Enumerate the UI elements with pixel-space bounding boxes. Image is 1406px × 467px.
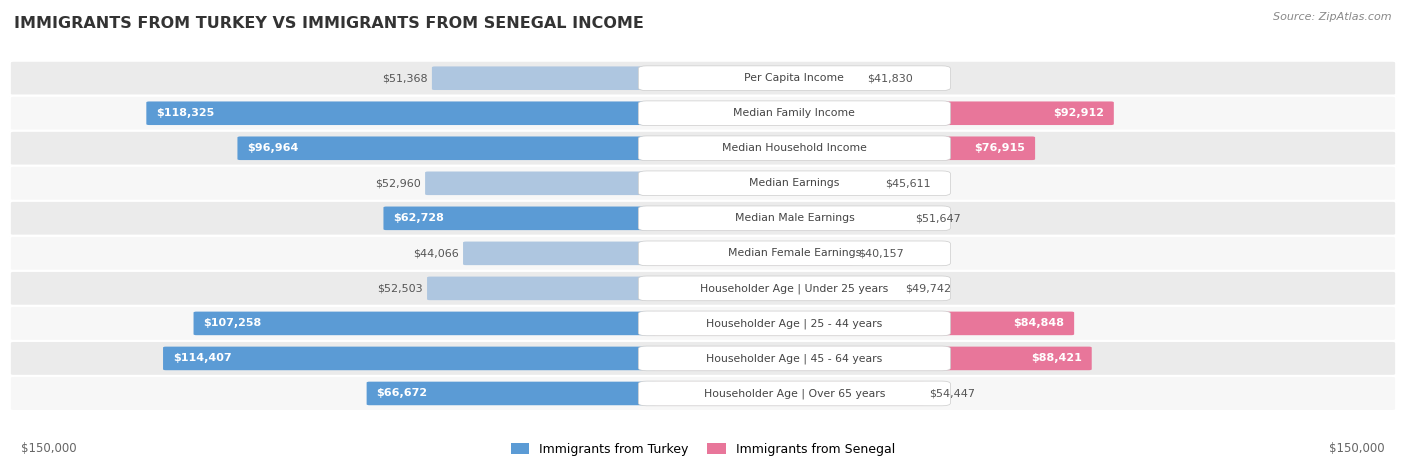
Text: Householder Age | Under 25 years: Householder Age | Under 25 years <box>700 283 889 294</box>
Text: $84,848: $84,848 <box>1014 318 1064 328</box>
Text: $150,000: $150,000 <box>21 442 77 455</box>
Text: $66,672: $66,672 <box>377 389 427 398</box>
Text: Source: ZipAtlas.com: Source: ZipAtlas.com <box>1274 12 1392 21</box>
Text: $88,421: $88,421 <box>1031 354 1081 363</box>
FancyBboxPatch shape <box>651 206 911 230</box>
FancyBboxPatch shape <box>10 166 1396 201</box>
FancyBboxPatch shape <box>367 382 657 405</box>
Text: $92,912: $92,912 <box>1053 108 1104 118</box>
Text: $76,915: $76,915 <box>974 143 1025 153</box>
Text: IMMIGRANTS FROM TURKEY VS IMMIGRANTS FROM SENEGAL INCOME: IMMIGRANTS FROM TURKEY VS IMMIGRANTS FRO… <box>14 16 644 31</box>
FancyBboxPatch shape <box>10 201 1396 236</box>
Text: $118,325: $118,325 <box>156 108 215 118</box>
FancyBboxPatch shape <box>425 171 657 195</box>
FancyBboxPatch shape <box>638 206 950 231</box>
FancyBboxPatch shape <box>651 101 1114 125</box>
Legend: Immigrants from Turkey, Immigrants from Senegal: Immigrants from Turkey, Immigrants from … <box>506 438 900 461</box>
FancyBboxPatch shape <box>638 346 950 371</box>
Text: $114,407: $114,407 <box>173 354 232 363</box>
FancyBboxPatch shape <box>10 236 1396 271</box>
Text: $51,647: $51,647 <box>915 213 960 223</box>
FancyBboxPatch shape <box>651 136 1035 160</box>
FancyBboxPatch shape <box>651 347 1091 370</box>
FancyBboxPatch shape <box>10 271 1396 306</box>
FancyBboxPatch shape <box>10 131 1396 166</box>
FancyBboxPatch shape <box>638 171 950 196</box>
FancyBboxPatch shape <box>194 311 657 335</box>
FancyBboxPatch shape <box>146 101 657 125</box>
Text: Median Female Earnings: Median Female Earnings <box>728 248 860 258</box>
FancyBboxPatch shape <box>10 306 1396 341</box>
FancyBboxPatch shape <box>638 241 950 266</box>
FancyBboxPatch shape <box>651 311 1074 335</box>
Text: $62,728: $62,728 <box>394 213 444 223</box>
FancyBboxPatch shape <box>10 341 1396 376</box>
Text: $45,611: $45,611 <box>886 178 931 188</box>
Text: Median Earnings: Median Earnings <box>749 178 839 188</box>
Text: Householder Age | 25 - 44 years: Householder Age | 25 - 44 years <box>706 318 883 329</box>
Text: Median Family Income: Median Family Income <box>734 108 855 118</box>
FancyBboxPatch shape <box>163 347 657 370</box>
FancyBboxPatch shape <box>638 101 950 126</box>
FancyBboxPatch shape <box>463 241 657 265</box>
FancyBboxPatch shape <box>10 61 1396 96</box>
Text: $52,960: $52,960 <box>375 178 420 188</box>
FancyBboxPatch shape <box>638 66 950 91</box>
FancyBboxPatch shape <box>10 96 1396 131</box>
FancyBboxPatch shape <box>427 276 657 300</box>
FancyBboxPatch shape <box>651 171 882 195</box>
Text: Householder Age | 45 - 64 years: Householder Age | 45 - 64 years <box>706 353 883 364</box>
Text: $51,368: $51,368 <box>382 73 427 83</box>
Text: $150,000: $150,000 <box>1329 442 1385 455</box>
Text: $96,964: $96,964 <box>247 143 298 153</box>
FancyBboxPatch shape <box>638 381 950 406</box>
Text: $44,066: $44,066 <box>413 248 458 258</box>
FancyBboxPatch shape <box>638 136 950 161</box>
Text: Median Household Income: Median Household Income <box>721 143 868 153</box>
Text: $40,157: $40,157 <box>859 248 904 258</box>
FancyBboxPatch shape <box>638 276 950 301</box>
FancyBboxPatch shape <box>651 276 901 300</box>
FancyBboxPatch shape <box>432 66 657 90</box>
FancyBboxPatch shape <box>651 66 862 90</box>
Text: Householder Age | Over 65 years: Householder Age | Over 65 years <box>703 388 886 399</box>
Text: $52,503: $52,503 <box>377 283 423 293</box>
Text: Per Capita Income: Per Capita Income <box>744 73 845 83</box>
FancyBboxPatch shape <box>238 136 657 160</box>
Text: $49,742: $49,742 <box>905 283 952 293</box>
FancyBboxPatch shape <box>651 382 925 405</box>
Text: $107,258: $107,258 <box>204 318 262 328</box>
FancyBboxPatch shape <box>651 241 855 265</box>
Text: $54,447: $54,447 <box>929 389 974 398</box>
Text: Median Male Earnings: Median Male Earnings <box>734 213 855 223</box>
FancyBboxPatch shape <box>638 311 950 336</box>
FancyBboxPatch shape <box>384 206 657 230</box>
Text: $41,830: $41,830 <box>866 73 912 83</box>
FancyBboxPatch shape <box>10 376 1396 411</box>
